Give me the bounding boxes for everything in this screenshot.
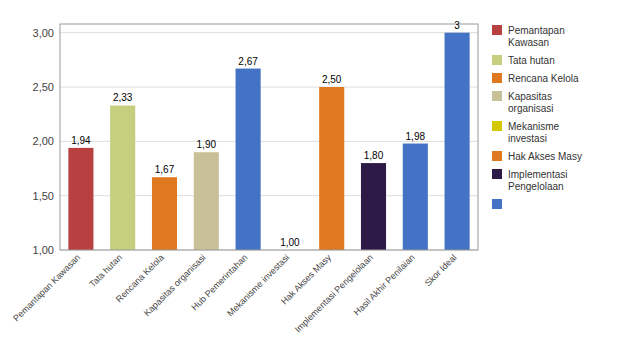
legend-label: ImplementasiPengelolaan bbox=[508, 169, 567, 192]
legend-label: Kapasitasorganisasi bbox=[508, 91, 554, 114]
bar bbox=[236, 69, 261, 250]
legend-swatch bbox=[492, 25, 502, 35]
data-label: 1,90 bbox=[197, 139, 217, 150]
x-tick-label: Implementasi Pengelolaan bbox=[293, 252, 375, 334]
legend-label: Tata hutan bbox=[508, 55, 555, 66]
legend-swatch bbox=[492, 55, 502, 65]
grid-line bbox=[60, 87, 478, 88]
bar bbox=[445, 33, 470, 250]
bars bbox=[68, 33, 469, 250]
legend-swatch bbox=[492, 151, 502, 161]
legend-label: Mekanismeinvestasi bbox=[508, 121, 560, 144]
bar bbox=[361, 163, 386, 250]
plot-frame bbox=[60, 24, 478, 250]
x-tick-label: Skor Ideal bbox=[423, 252, 459, 288]
bar bbox=[194, 152, 219, 250]
legend-label: PemantapanKawasan bbox=[508, 25, 565, 48]
x-tick-label: Pemantapan Kawasan bbox=[11, 252, 82, 323]
bar bbox=[68, 148, 93, 250]
legend-swatch bbox=[492, 121, 502, 131]
bar bbox=[403, 144, 428, 250]
data-label: 2,50 bbox=[322, 74, 342, 85]
legend-swatch bbox=[492, 91, 502, 101]
x-tick-label: Mekanisme investasi bbox=[225, 252, 291, 318]
data-label: 2,67 bbox=[238, 56, 258, 67]
legend-label: Hak Akses Masy bbox=[508, 151, 582, 162]
bar bbox=[110, 105, 135, 250]
grid bbox=[60, 33, 478, 250]
legend-swatch bbox=[492, 73, 502, 83]
y-tick-label: 1,50 bbox=[33, 190, 54, 202]
legend-label: Rencana Kelola bbox=[508, 73, 579, 84]
bar bbox=[319, 87, 344, 250]
x-tick-label: Hasil Akhir Penilaian bbox=[352, 252, 417, 317]
y-tick-label: 2,00 bbox=[33, 135, 54, 147]
data-label: 1,94 bbox=[71, 135, 91, 146]
legend-swatch bbox=[492, 199, 502, 209]
grid-line bbox=[60, 32, 478, 33]
data-label: 1,80 bbox=[364, 150, 384, 161]
y-tick-label: 2,50 bbox=[33, 81, 54, 93]
data-label: 1,67 bbox=[155, 164, 175, 175]
data-label: 1,00 bbox=[280, 237, 300, 248]
y-tick-label: 3,00 bbox=[33, 27, 54, 39]
x-tick-label: Tata hutan bbox=[87, 252, 124, 289]
data-label: 3 bbox=[454, 20, 460, 31]
y-tick-label: 1,00 bbox=[33, 244, 54, 256]
legend-swatch bbox=[492, 169, 502, 179]
data-label: 2,33 bbox=[113, 92, 133, 103]
legend: PemantapanKawasan Tata hutan Rencana Kelol… bbox=[0, 0, 582, 209]
chart: 1,00 1,50 2,00 2,50 3,00 1,94 2,33 1,67 1,90 2,67… bbox=[0, 0, 626, 343]
data-label: 1,98 bbox=[406, 131, 426, 142]
bar bbox=[152, 177, 177, 250]
